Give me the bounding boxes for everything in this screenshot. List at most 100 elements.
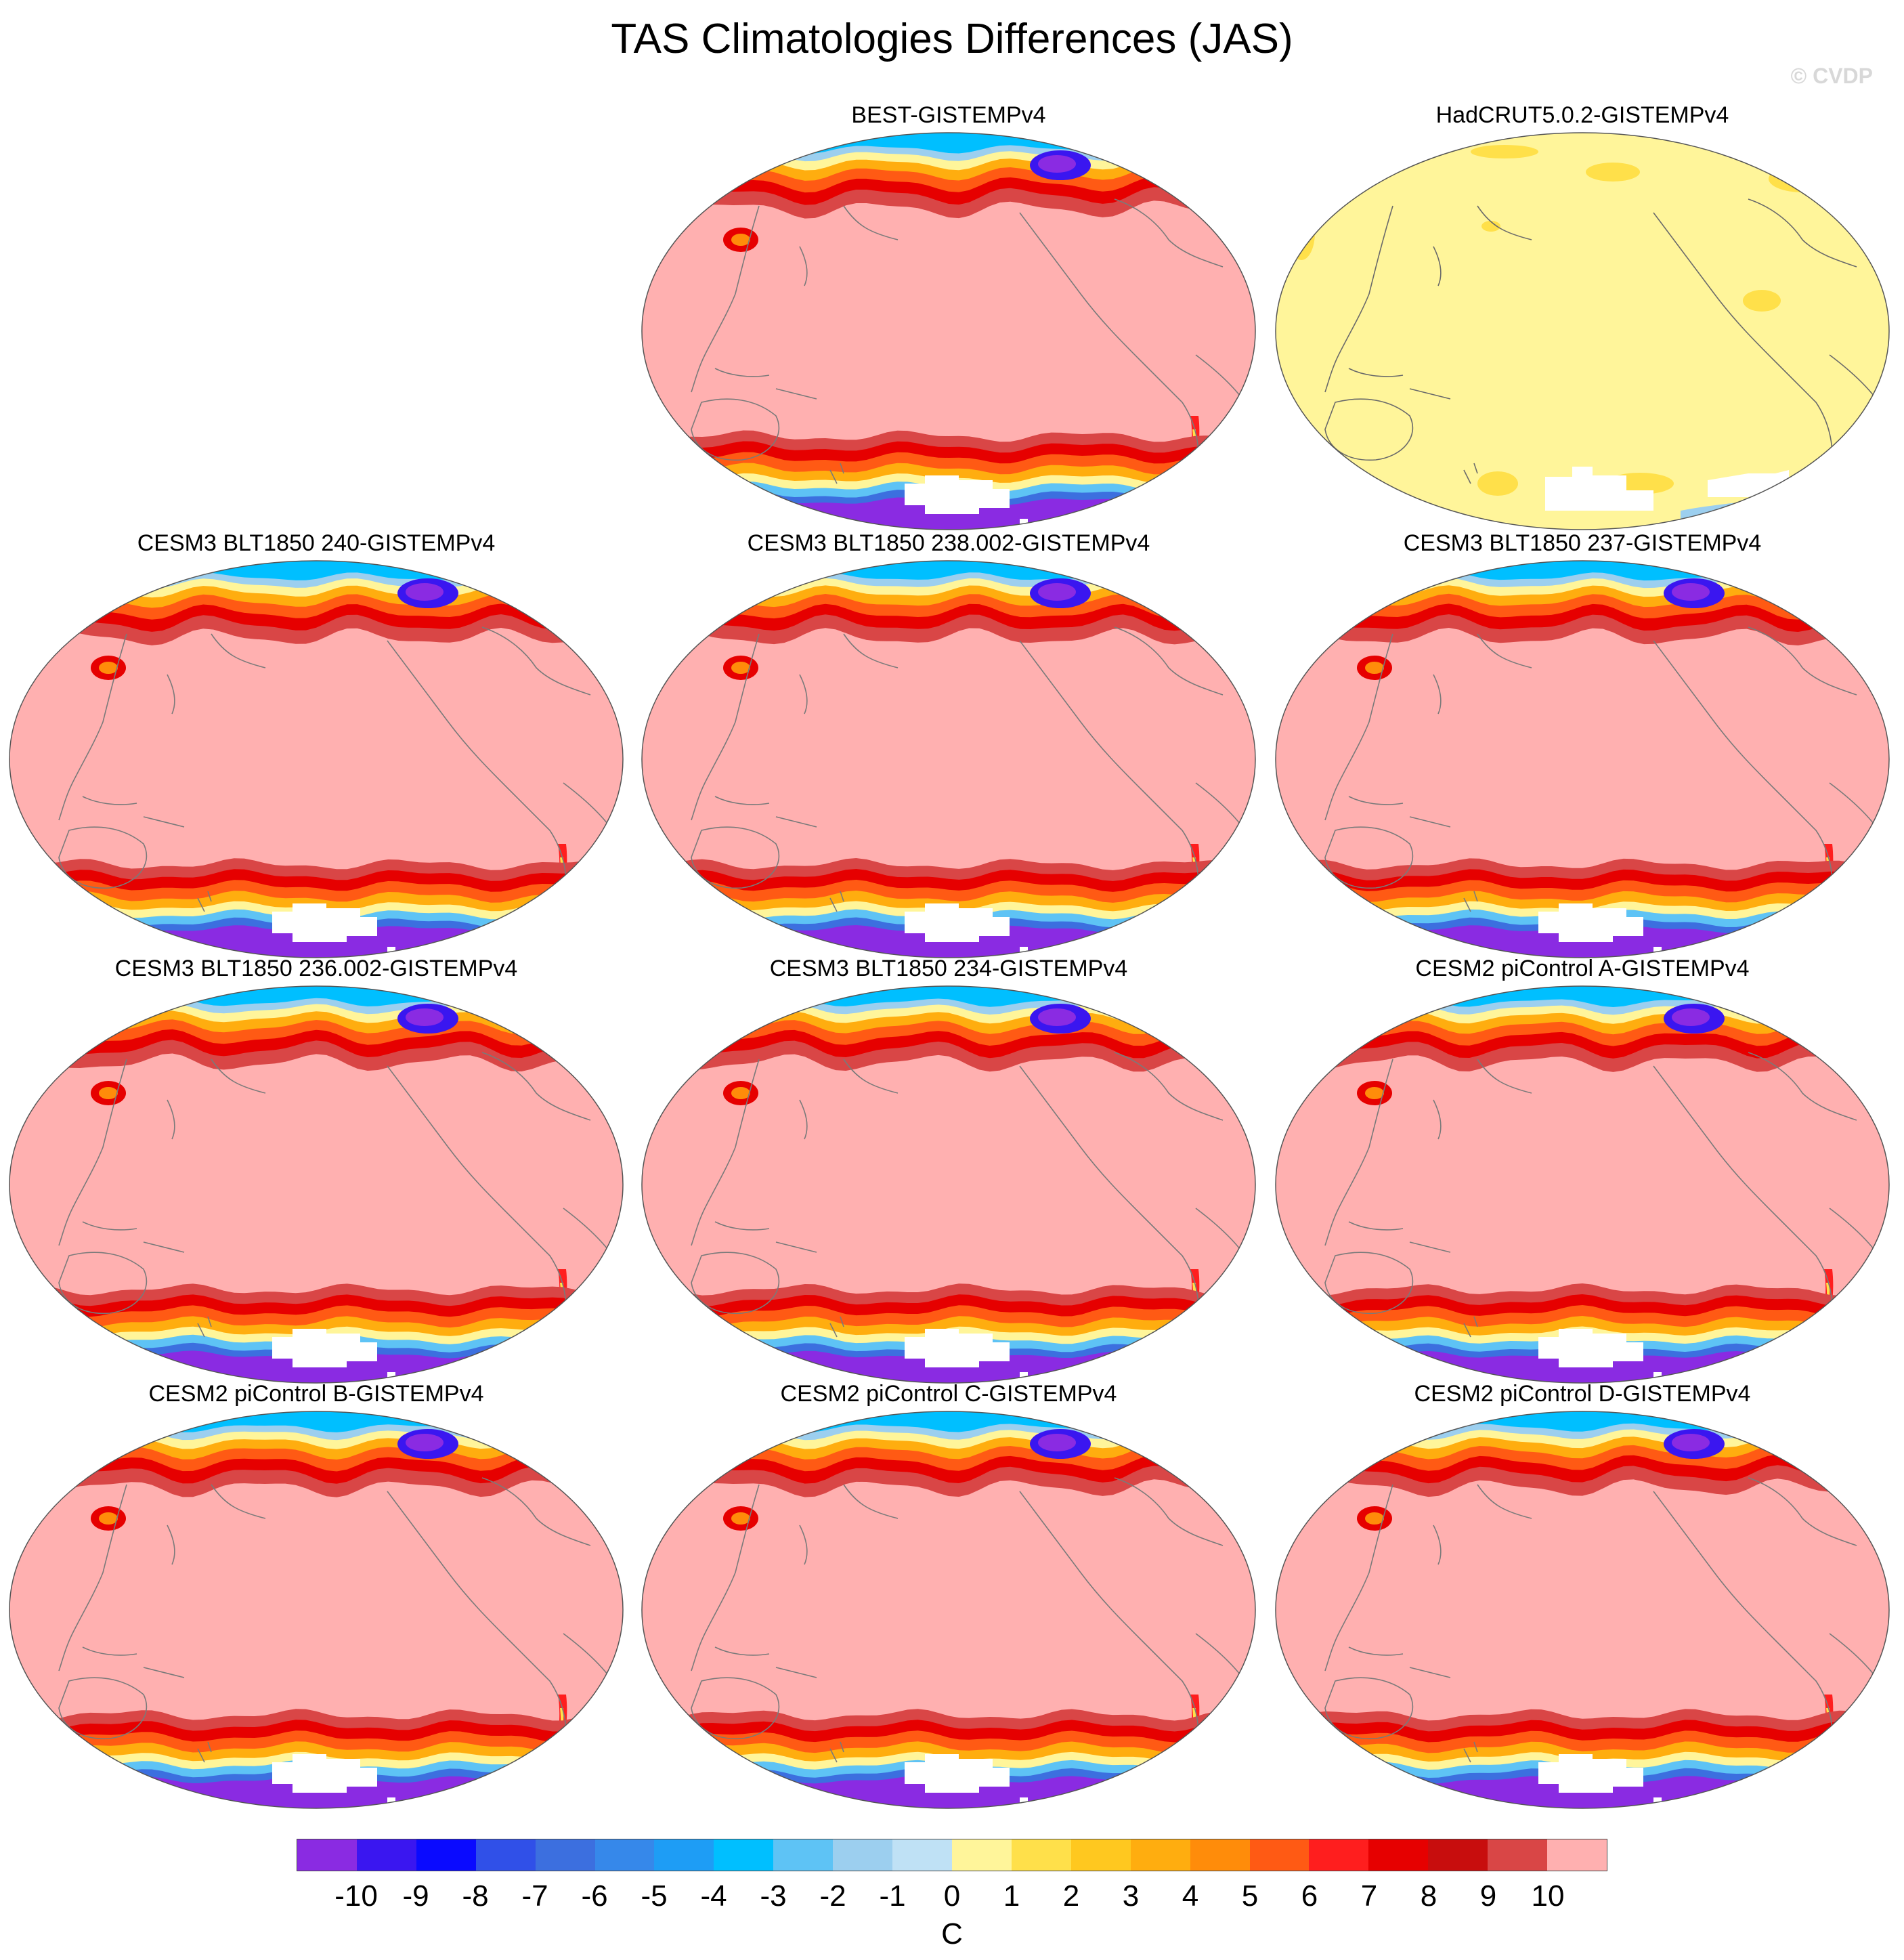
map-cesm3-234 (641, 985, 1256, 1384)
warm-patch (1315, 149, 1396, 168)
coastline (1463, 891, 1478, 912)
map-field (642, 133, 1255, 530)
missing-data (1653, 1797, 1662, 1804)
map-border (641, 132, 1256, 530)
coastline (1324, 1252, 1414, 1315)
map-border (9, 985, 624, 1384)
missing-data (529, 1759, 623, 1796)
colorbar-tick-label: 5 (1241, 1879, 1259, 1913)
tibet-core (1365, 1512, 1384, 1525)
map-cesm2-c (641, 1411, 1256, 1809)
coastline (843, 1484, 899, 1519)
missing-data (1538, 1329, 1643, 1367)
map-border (9, 560, 624, 958)
map-cesm2-a (1275, 985, 1890, 1384)
coastline (714, 1646, 817, 1678)
warm-patch (1863, 213, 1889, 253)
north-band-neg4 (642, 133, 1255, 154)
map-cesm2-d (1275, 1411, 1890, 1809)
coastline (82, 1221, 185, 1253)
panel-hadcrut: HadCRUT5.0.2-GISTEMPv4 (1271, 100, 1894, 531)
colorbar-tick-label: 3 (1122, 1879, 1140, 1913)
colorbar-box (297, 1839, 357, 1871)
map-field (642, 986, 1255, 1383)
colorbar-box (1488, 1839, 1548, 1871)
colorbar-tick-label: -6 (581, 1879, 608, 1913)
colorbar-box (594, 1839, 655, 1871)
map-border (641, 1411, 1256, 1809)
colorbar-box (1190, 1839, 1250, 1871)
tibet-core (731, 662, 750, 674)
north-band-neg4 (642, 1411, 1255, 1432)
missing-data (1545, 467, 1653, 511)
coastline (1019, 1491, 1142, 1641)
coastline (1477, 1059, 1532, 1094)
coastline (82, 796, 185, 828)
coastline (691, 826, 780, 889)
map-cesm3-237 (1275, 560, 1890, 958)
warm-patch (1477, 471, 1518, 496)
coastline (58, 826, 148, 889)
colorbar-tick-label: 2 (1062, 1879, 1080, 1913)
coastline (1433, 674, 1442, 715)
coastline (1324, 398, 1414, 461)
colorbar-box (356, 1839, 416, 1871)
panel-cesm2-d: CESM2 piControl D-GISTEMPv4 (1271, 1379, 1894, 1810)
coastline (1463, 463, 1478, 484)
coastline (1324, 1677, 1414, 1740)
missing-data (1162, 480, 1255, 517)
greenland-core (1038, 1008, 1076, 1026)
colorbar-tick-label: 9 (1479, 1879, 1497, 1913)
coastline (829, 891, 844, 912)
missing-data (387, 1372, 395, 1379)
coastline (481, 1052, 591, 1121)
map-field (1276, 1411, 1889, 1808)
missing-data (1020, 1372, 1028, 1379)
coastline (829, 1741, 844, 1763)
colorbar-units: C (941, 1917, 963, 1951)
colorbar-box (1070, 1839, 1131, 1871)
missing-data (272, 1329, 377, 1367)
map-border (641, 560, 1256, 958)
colorbar-box (714, 1839, 774, 1871)
north-band-neg4 (9, 1411, 623, 1432)
colorbar-tick-label: -10 (334, 1879, 378, 1913)
coastline (167, 1099, 175, 1140)
panel-title: CESM2 piControl A-GISTEMPv4 (1415, 956, 1750, 981)
coastline (82, 1646, 185, 1678)
colorbar-box (654, 1839, 714, 1871)
colorbar-tick-label: 7 (1360, 1879, 1378, 1913)
coastline (1114, 1052, 1224, 1121)
coastline (1653, 1065, 1776, 1216)
greenland-core (1038, 583, 1076, 601)
map-best (641, 132, 1256, 530)
map-border (641, 985, 1256, 1384)
map-border (1275, 1411, 1890, 1809)
coastline (197, 891, 212, 912)
panel-cesm3-240: CESM3 BLT1850 240-GISTEMPv4 (5, 528, 628, 959)
panel-title: CESM3 BLT1850 234-GISTEMPv4 (769, 956, 1128, 981)
panel-cesm3-236: CESM3 BLT1850 236.002-GISTEMPv4 (5, 954, 628, 1384)
coastline (211, 1484, 266, 1519)
colorbar-box (1547, 1839, 1607, 1871)
north-band-neg4 (1276, 1411, 1889, 1432)
colorbar-tick-label: -8 (462, 1879, 489, 1913)
coastline (211, 633, 266, 668)
greenland-core (406, 1434, 443, 1451)
tibet-core (1365, 1087, 1384, 1099)
colorbar-box (833, 1839, 893, 1871)
coastline (843, 1059, 899, 1094)
coastline (1348, 368, 1451, 400)
map-hadcrut (1275, 132, 1890, 530)
missing-data (905, 1329, 1010, 1367)
coastline (691, 1252, 780, 1315)
copyright-watermark: © CVDP (1790, 64, 1873, 88)
map-field (1276, 986, 1889, 1383)
panel-title: CESM2 piControl C-GISTEMPv4 (780, 1381, 1117, 1407)
map-border (1275, 560, 1890, 958)
colorbar-box (475, 1839, 536, 1871)
panel-best: BEST-GISTEMPv4 (637, 100, 1260, 531)
coastline (691, 398, 780, 461)
map-field (9, 561, 623, 958)
coastline (691, 1484, 760, 1671)
